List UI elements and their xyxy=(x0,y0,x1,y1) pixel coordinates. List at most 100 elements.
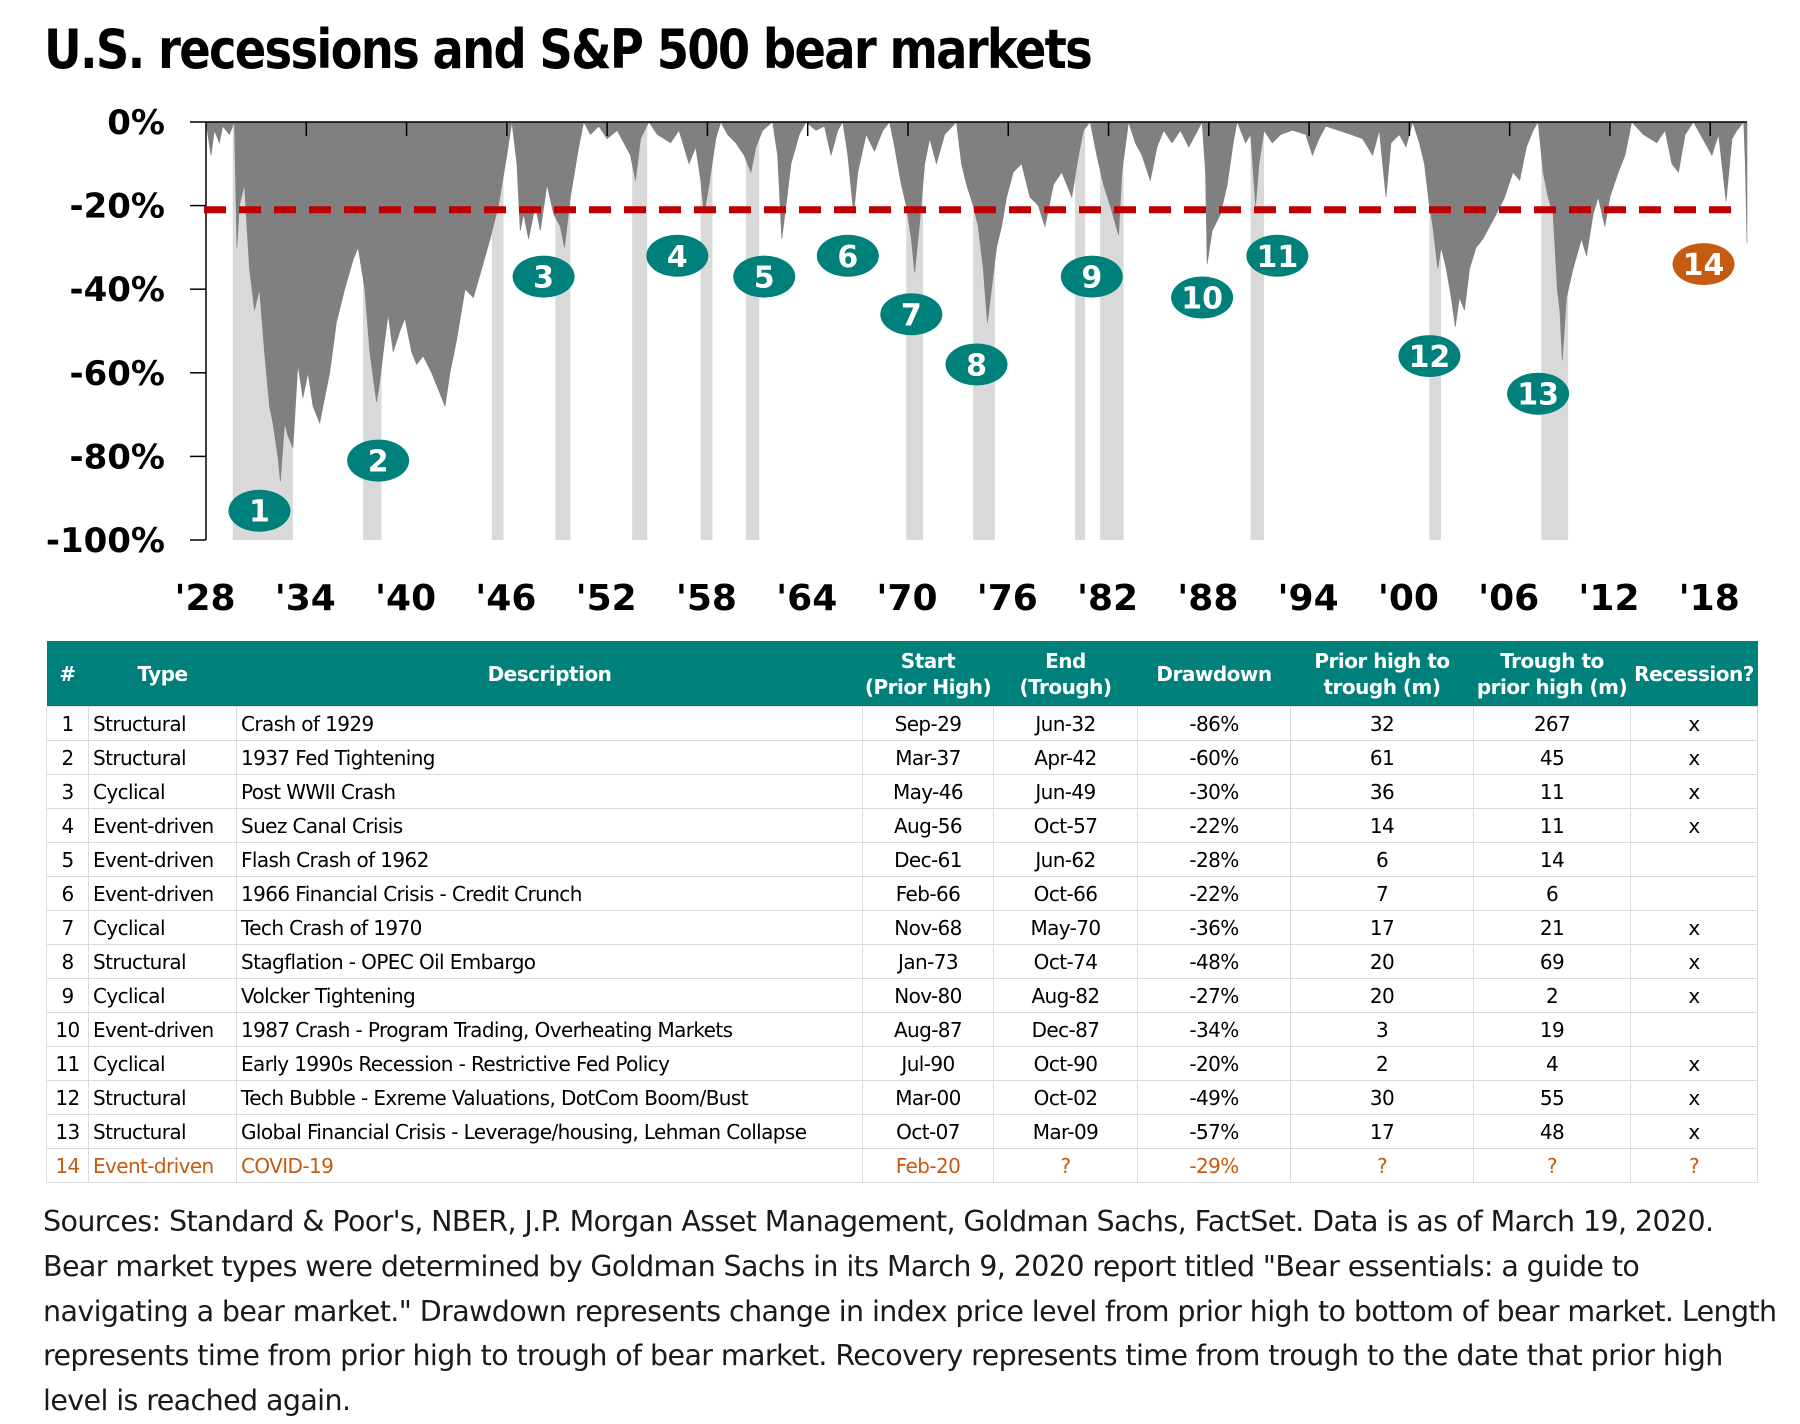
row-description: Tech Crash of 1970 xyxy=(236,910,863,945)
row-end: Aug-82 xyxy=(993,978,1138,1013)
row-drawdown: -48% xyxy=(1137,944,1291,979)
row-drawdown: -30% xyxy=(1137,774,1291,809)
y-tick-label: -100% xyxy=(46,521,165,561)
row-recession: ? xyxy=(1630,1148,1758,1183)
bear-market-badge: 8 xyxy=(945,343,1008,386)
table-row: 13 Structural Global Financial Crisis - Le… xyxy=(46,1114,1758,1149)
row-trough-to-prior-high: 69 xyxy=(1473,944,1631,979)
x-tick-label: '94 xyxy=(1278,578,1339,619)
row-recession: x xyxy=(1630,1046,1758,1081)
row-description: Suez Canal Crisis xyxy=(236,808,863,843)
x-tick-label: '40 xyxy=(375,578,436,619)
drawdown-area xyxy=(205,120,1748,482)
row-end: Jun-49 xyxy=(993,774,1138,809)
row-num: 8 xyxy=(46,944,89,979)
row-start: Jan-73 xyxy=(862,944,994,979)
badge-circle xyxy=(816,234,879,277)
col-header-end-line1: End xyxy=(1045,648,1086,673)
row-end: Oct-57 xyxy=(993,808,1138,843)
bear-market-badge: 2 xyxy=(347,439,410,482)
row-trough-to-prior-high: 4 xyxy=(1473,1046,1631,1081)
x-tick-label: '18 xyxy=(1679,578,1740,619)
row-prior-high-to-trough: 61 xyxy=(1290,740,1474,775)
row-type: Structural xyxy=(88,740,237,775)
row-start: May-46 xyxy=(862,774,994,809)
row-type: Event-driven xyxy=(88,1012,237,1047)
row-recession: x xyxy=(1630,1114,1758,1149)
row-description: Volcker Tightening xyxy=(236,978,863,1013)
drawdown-area-layer xyxy=(205,120,1748,482)
col-header-type: Type xyxy=(88,641,237,707)
row-drawdown: -34% xyxy=(1137,1012,1291,1047)
badge-label: 12 xyxy=(1409,340,1451,375)
badge-circle xyxy=(646,234,709,277)
row-type: Structural xyxy=(88,944,237,979)
row-start: Mar-37 xyxy=(862,740,994,775)
row-recession xyxy=(1630,876,1758,911)
x-tick-label: '88 xyxy=(1177,578,1238,619)
row-type: Event-driven xyxy=(88,808,237,843)
row-type: Event-driven xyxy=(88,1148,237,1183)
row-drawdown: -49% xyxy=(1137,1080,1291,1115)
row-recession: x xyxy=(1630,944,1758,979)
table-body: 1 Structural Crash of 1929 Sep-29 Jun-32 -86%… xyxy=(46,706,1758,1183)
row-type: Event-driven xyxy=(88,842,237,877)
col-header-drawdown: Drawdown xyxy=(1137,641,1291,707)
col-header-trough-to-prior-high: Trough to prior high (m) xyxy=(1473,641,1631,707)
row-prior-high-to-trough: 36 xyxy=(1290,774,1474,809)
row-description: Flash Crash of 1962 xyxy=(236,842,863,877)
row-drawdown: -20% xyxy=(1137,1046,1291,1081)
row-type: Structural xyxy=(88,1080,237,1115)
row-drawdown: -27% xyxy=(1137,978,1291,1013)
bear-market-badge: 4 xyxy=(646,234,709,277)
table-header-row: # Type Description Start (Prior High) End… xyxy=(46,641,1758,707)
bear-market-table: # Type Description Start (Prior High) End… xyxy=(46,641,1758,1183)
badge-label: 6 xyxy=(837,240,858,275)
badge-circle xyxy=(1398,335,1461,378)
recession-band xyxy=(1075,122,1086,540)
badge-circle xyxy=(880,293,943,336)
y-tick-label: -20% xyxy=(70,187,166,227)
sources-footnote: Sources: Standard & Poor's, NBER, J.P. M… xyxy=(43,1205,1777,1418)
x-tick-label: '28 xyxy=(174,578,235,619)
badge-label: 9 xyxy=(1081,261,1102,296)
badge-label: 1 xyxy=(249,495,270,530)
row-description: Post WWII Crash xyxy=(236,774,863,809)
badge-label: 5 xyxy=(754,261,775,296)
x-tick-label: '82 xyxy=(1077,578,1138,619)
row-trough-to-prior-high: 11 xyxy=(1473,774,1631,809)
row-start: Dec-61 xyxy=(862,842,994,877)
row-description: Tech Bubble - Exreme Valuations, DotCom … xyxy=(236,1080,863,1115)
row-prior-high-to-trough: 20 xyxy=(1290,978,1474,1013)
row-drawdown: -60% xyxy=(1137,740,1291,775)
row-trough-to-prior-high: ? xyxy=(1473,1148,1631,1183)
bear-market-badge: 3 xyxy=(512,255,575,298)
badge-circle xyxy=(733,255,796,298)
row-prior-high-to-trough: 17 xyxy=(1290,1114,1474,1149)
col-header-t2p-line1: Trough to xyxy=(1500,648,1604,673)
row-type: Event-driven xyxy=(88,876,237,911)
badge-label: 10 xyxy=(1181,282,1223,317)
row-prior-high-to-trough: ? xyxy=(1290,1148,1474,1183)
row-num: 9 xyxy=(46,978,89,1013)
row-prior-high-to-trough: 7 xyxy=(1290,876,1474,911)
bear-market-badge: 12 xyxy=(1398,335,1461,378)
row-end: May-70 xyxy=(993,910,1138,945)
recession-band xyxy=(700,122,713,540)
table-row: 2 Structural 1937 Fed Tightening Mar-37 Apr-… xyxy=(46,740,1758,775)
row-type: Cyclical xyxy=(88,1046,237,1081)
row-start: Nov-68 xyxy=(862,910,994,945)
row-end: ? xyxy=(993,1148,1138,1183)
table-row: 6 Event-driven 1966 Financial Crisis - Cre… xyxy=(46,876,1758,911)
row-end: Oct-66 xyxy=(993,876,1138,911)
badge-circle xyxy=(1246,234,1309,277)
row-end: Apr-42 xyxy=(993,740,1138,775)
row-type: Cyclical xyxy=(88,910,237,945)
row-num: 14 xyxy=(46,1148,89,1183)
badge-label: 2 xyxy=(368,445,389,480)
row-type: Cyclical xyxy=(88,774,237,809)
row-trough-to-prior-high: 21 xyxy=(1473,910,1631,945)
row-num: 10 xyxy=(46,1012,89,1047)
row-trough-to-prior-high: 2 xyxy=(1473,978,1631,1013)
